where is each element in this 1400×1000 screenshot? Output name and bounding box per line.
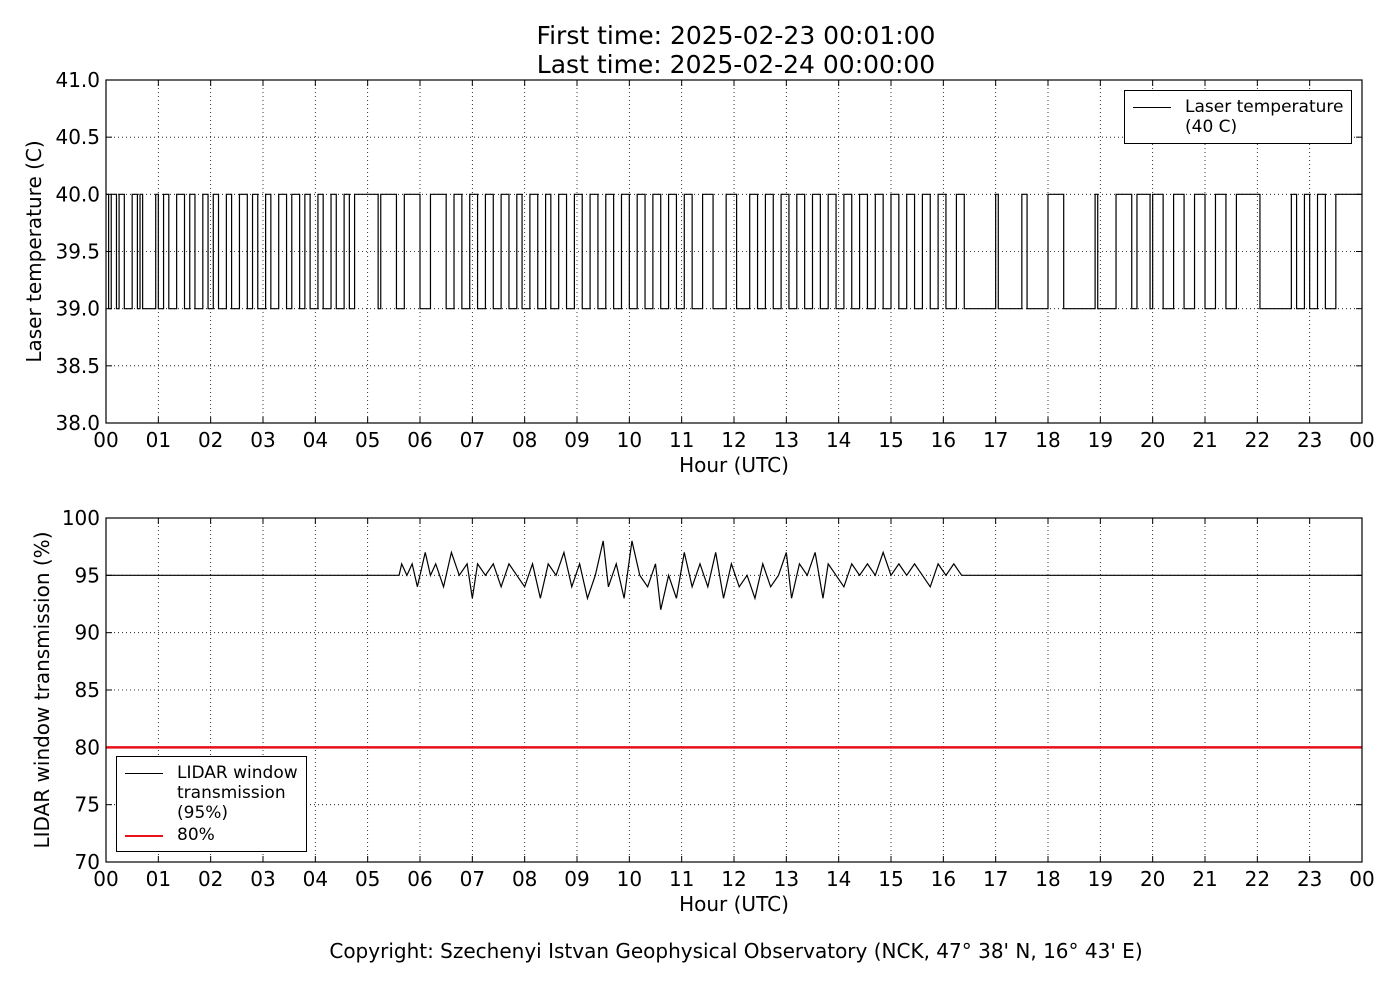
x-tick-label: 02 <box>198 428 223 452</box>
footer: Copyright: Szechenyi Istvan Geophysical … <box>329 939 1142 963</box>
x-tick-label: 13 <box>774 428 799 452</box>
x-tick-label: 23 <box>1297 428 1322 452</box>
plot-frame <box>105 517 1363 863</box>
x-tick-label: 13 <box>774 867 799 891</box>
legend-entry: Laser temperature (40 C) <box>1133 97 1343 137</box>
legend-label: LIDAR window transmission (95%) <box>177 763 298 823</box>
y-tick-label: 39.5 <box>55 240 100 264</box>
figure-title: First time: 2025-02-23 00:01:00 <box>537 21 936 50</box>
x-tick-label: 11 <box>669 867 694 891</box>
x-tick-label: 07 <box>460 867 485 891</box>
legend-label: Laser temperature (40 C) <box>1185 97 1344 137</box>
x-tick-label: 17 <box>983 867 1008 891</box>
y-tick-label: 41.0 <box>55 68 100 92</box>
x-tick-label: 00 <box>93 428 118 452</box>
legend-swatch <box>125 773 163 774</box>
x-tick-label: 20 <box>1140 867 1165 891</box>
data-line <box>106 540 1362 610</box>
y-tick-label: 38.5 <box>55 354 100 378</box>
x-tick-label: 22 <box>1245 867 1270 891</box>
x-tick-label: 21 <box>1192 428 1217 452</box>
x-tick-label: 22 <box>1245 428 1270 452</box>
y-tick-label: 40.0 <box>55 182 100 206</box>
x-tick-label: 04 <box>303 428 328 452</box>
plot-frame <box>105 79 1363 424</box>
legend-swatch <box>125 835 163 837</box>
data-line <box>106 193 1362 310</box>
x-axis-label: Hour (UTC) <box>679 453 789 477</box>
y-tick-label: 85 <box>75 678 100 702</box>
x-tick-label: 06 <box>407 867 432 891</box>
x-tick-label: 12 <box>721 428 746 452</box>
y-axis-label: Laser temperature (C) <box>22 140 46 362</box>
x-tick-label: 12 <box>721 867 746 891</box>
y-axis-label: LIDAR window transmission (%) <box>30 532 54 849</box>
y-tick-label: 70 <box>75 850 100 874</box>
legend-label: 80% <box>177 825 215 845</box>
x-tick-label: 10 <box>617 428 642 452</box>
x-tick-label: 01 <box>146 428 171 452</box>
legend-swatch <box>1133 107 1171 108</box>
x-tick-label: 01 <box>146 867 171 891</box>
x-tick-label: 17 <box>983 428 1008 452</box>
x-tick-label: 08 <box>512 867 537 891</box>
x-tick-label: 03 <box>250 867 275 891</box>
x-tick-label: 06 <box>407 428 432 452</box>
x-tick-label: 23 <box>1297 867 1322 891</box>
x-tick-label: 03 <box>250 428 275 452</box>
legend: LIDAR window transmission (95%) 80% <box>116 756 307 852</box>
x-tick-label: 19 <box>1088 428 1113 452</box>
figure-title: Last time: 2025-02-24 00:00:00 <box>537 50 935 79</box>
x-tick-label: 09 <box>564 867 589 891</box>
x-tick-label: 15 <box>878 428 903 452</box>
x-tick-label: 00 <box>1349 867 1374 891</box>
y-tick-label: 100 <box>62 506 100 530</box>
x-tick-label: 08 <box>512 428 537 452</box>
x-tick-label: 18 <box>1035 428 1060 452</box>
x-tick-label: 07 <box>460 428 485 452</box>
legend: Laser temperature (40 C) <box>1124 90 1353 144</box>
x-tick-label: 14 <box>826 428 851 452</box>
x-tick-label: 19 <box>1088 867 1113 891</box>
y-tick-label: 38.0 <box>55 411 100 435</box>
x-tick-label: 00 <box>93 867 118 891</box>
x-tick-label: 16 <box>931 428 956 452</box>
y-tick-label: 90 <box>75 621 100 645</box>
x-axis-label: Hour (UTC) <box>679 892 789 916</box>
x-tick-label: 18 <box>1035 867 1060 891</box>
x-tick-label: 05 <box>355 867 380 891</box>
x-tick-label: 15 <box>878 867 903 891</box>
x-tick-label: 04 <box>303 867 328 891</box>
x-tick-label: 16 <box>931 867 956 891</box>
legend-entry: LIDAR window transmission (95%) <box>125 763 298 823</box>
x-tick-label: 10 <box>617 867 642 891</box>
legend-entry: 80% <box>125 825 298 845</box>
y-tick-label: 75 <box>75 793 100 817</box>
x-tick-label: 20 <box>1140 428 1165 452</box>
x-tick-label: 09 <box>564 428 589 452</box>
y-tick-label: 40.5 <box>55 125 100 149</box>
x-tick-label: 14 <box>826 867 851 891</box>
x-tick-label: 00 <box>1349 428 1374 452</box>
x-tick-label: 11 <box>669 428 694 452</box>
x-tick-label: 05 <box>355 428 380 452</box>
y-tick-label: 95 <box>75 563 100 587</box>
x-tick-label: 02 <box>198 867 223 891</box>
y-tick-label: 39.0 <box>55 297 100 321</box>
x-tick-label: 21 <box>1192 867 1217 891</box>
y-tick-label: 80 <box>75 735 100 759</box>
